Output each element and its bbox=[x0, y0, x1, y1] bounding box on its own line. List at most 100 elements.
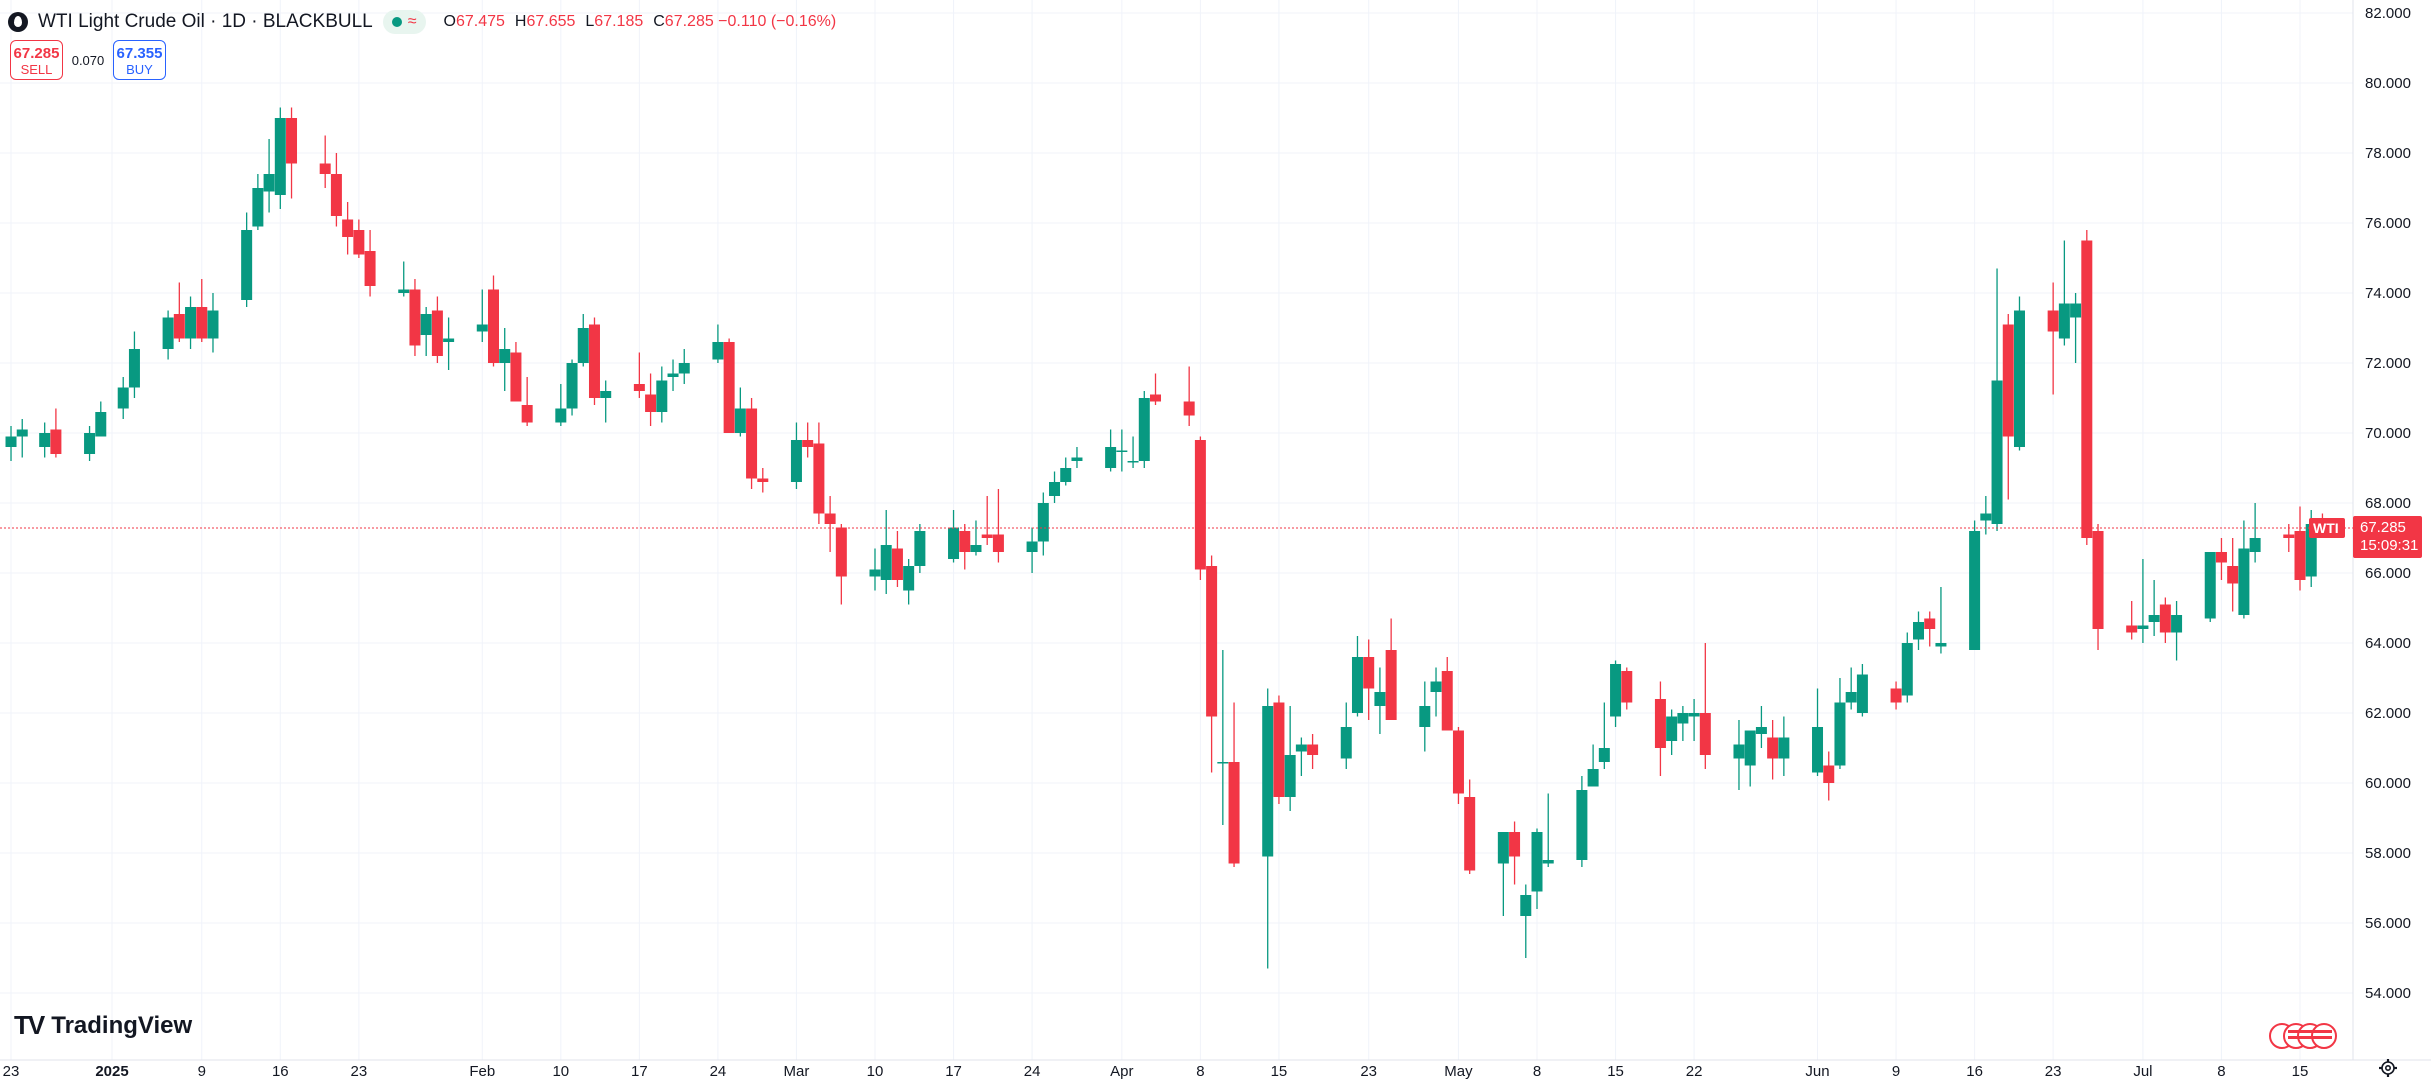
time-tick-label: 16 bbox=[272, 1063, 289, 1080]
candle-body bbox=[1071, 457, 1083, 461]
candle-body bbox=[431, 310, 443, 356]
candle bbox=[1812, 688, 1824, 776]
candle-body bbox=[398, 289, 410, 293]
candle-body bbox=[2204, 552, 2216, 619]
time-tick-label: 15 bbox=[2292, 1063, 2309, 1080]
candle-body bbox=[2238, 548, 2250, 615]
sell-button[interactable]: 67.285 SELL bbox=[10, 40, 63, 80]
candle-body bbox=[1610, 664, 1622, 717]
candle-body bbox=[835, 527, 847, 577]
candle-body bbox=[1666, 716, 1678, 741]
candle-body bbox=[1194, 440, 1206, 570]
candle-body bbox=[1295, 744, 1307, 752]
candle-body bbox=[364, 251, 376, 286]
candle bbox=[1610, 660, 1622, 727]
price-tick-label: 76.000 bbox=[2365, 215, 2411, 232]
candle-body bbox=[1060, 468, 1072, 482]
candle bbox=[746, 398, 758, 489]
time-tick-label: 8 bbox=[1533, 1063, 1541, 1080]
sell-price: 67.285 bbox=[13, 45, 60, 62]
candle-body bbox=[2294, 531, 2306, 580]
candle-body bbox=[992, 534, 1004, 552]
candle-body bbox=[1980, 513, 1992, 521]
candle-body bbox=[1049, 482, 1061, 496]
price-tick-label: 60.000 bbox=[2365, 775, 2411, 792]
candle bbox=[398, 261, 410, 297]
candle bbox=[2137, 559, 2149, 643]
candle bbox=[1778, 716, 1790, 776]
candle-body bbox=[959, 531, 971, 552]
status-dot bbox=[391, 17, 402, 27]
candle-body bbox=[981, 534, 993, 538]
candle-body bbox=[1497, 832, 1509, 864]
candle-body bbox=[790, 440, 802, 482]
symbol-title[interactable]: WTI Light Crude Oil · 1D · BLACKBULL bbox=[38, 11, 373, 32]
candle-body bbox=[667, 373, 679, 377]
candle bbox=[869, 548, 881, 591]
candle-body bbox=[2283, 534, 2295, 538]
buy-button[interactable]: 67.355 BUY bbox=[113, 40, 166, 80]
candle bbox=[566, 359, 578, 416]
candle-body bbox=[678, 363, 690, 374]
candle-body bbox=[1733, 744, 1745, 759]
market-status[interactable]: ≈ bbox=[382, 10, 426, 34]
candle bbox=[1419, 681, 1431, 752]
candle bbox=[2081, 230, 2093, 545]
candle-body bbox=[824, 513, 836, 524]
candle-body bbox=[342, 219, 354, 237]
candle bbox=[330, 153, 342, 227]
time-axis[interactable]: 23 2025 9 16 23 Feb 10 17 24 Mar 10 17 24 Apr 8 15 23 May… bbox=[3, 1063, 2309, 1080]
candle-body bbox=[499, 349, 511, 363]
time-tick-label: 23 bbox=[2045, 1063, 2062, 1080]
candle bbox=[1980, 496, 1992, 535]
symbol-tag-label: WTI bbox=[2313, 520, 2339, 536]
candle bbox=[667, 359, 679, 391]
candle bbox=[1105, 429, 1117, 472]
sell-label: SELL bbox=[20, 62, 53, 77]
symbol-icon[interactable] bbox=[8, 12, 28, 32]
candle-body bbox=[891, 548, 903, 580]
candle bbox=[1183, 366, 1195, 426]
candle-body bbox=[241, 230, 253, 300]
candle bbox=[903, 559, 915, 605]
flag-icons[interactable] bbox=[2269, 1023, 2337, 1049]
candle-body bbox=[330, 174, 342, 216]
candle bbox=[1969, 520, 1981, 650]
candle-body bbox=[1206, 566, 1218, 717]
time-tick-label: 9 bbox=[1892, 1063, 1900, 1080]
candle bbox=[1441, 657, 1453, 731]
time-tick-label: 24 bbox=[1024, 1063, 1041, 1080]
candle bbox=[600, 380, 612, 423]
candle bbox=[274, 107, 286, 209]
candle-body bbox=[645, 394, 657, 412]
candle bbox=[1598, 702, 1610, 769]
candle bbox=[263, 139, 275, 213]
candle bbox=[1654, 681, 1666, 776]
tradingview-logo-mark: TV bbox=[14, 1010, 45, 1040]
time-tick-label: 16 bbox=[1966, 1063, 1983, 1080]
candle bbox=[2148, 580, 2160, 636]
candle-body bbox=[2137, 625, 2149, 629]
time-tick-label: 10 bbox=[552, 1063, 569, 1080]
gear-icon[interactable] bbox=[2378, 1058, 2398, 1078]
candle bbox=[1755, 706, 1767, 748]
candle bbox=[1071, 447, 1083, 468]
candle-body bbox=[117, 387, 129, 409]
price-axis[interactable]: 82.000 80.000 78.000 76.000 74.000 72.000 70.0… bbox=[2365, 5, 2411, 1002]
time-tick-label: May bbox=[1444, 1063, 1473, 1080]
candle bbox=[196, 279, 208, 342]
candle bbox=[1890, 681, 1902, 710]
candle-body bbox=[813, 443, 825, 514]
candle bbox=[1576, 776, 1588, 867]
price-tick-label: 66.000 bbox=[2365, 565, 2411, 582]
candle-body bbox=[1127, 461, 1139, 463]
candle-body bbox=[185, 307, 197, 339]
tradingview-logo[interactable]: TV TradingView bbox=[14, 1010, 192, 1041]
price-tick-label: 70.000 bbox=[2365, 425, 2411, 442]
candle-body bbox=[1778, 737, 1790, 759]
candle-body bbox=[1430, 681, 1442, 692]
candle bbox=[802, 422, 814, 458]
candle-body bbox=[880, 545, 892, 580]
candle-body bbox=[1452, 730, 1464, 794]
